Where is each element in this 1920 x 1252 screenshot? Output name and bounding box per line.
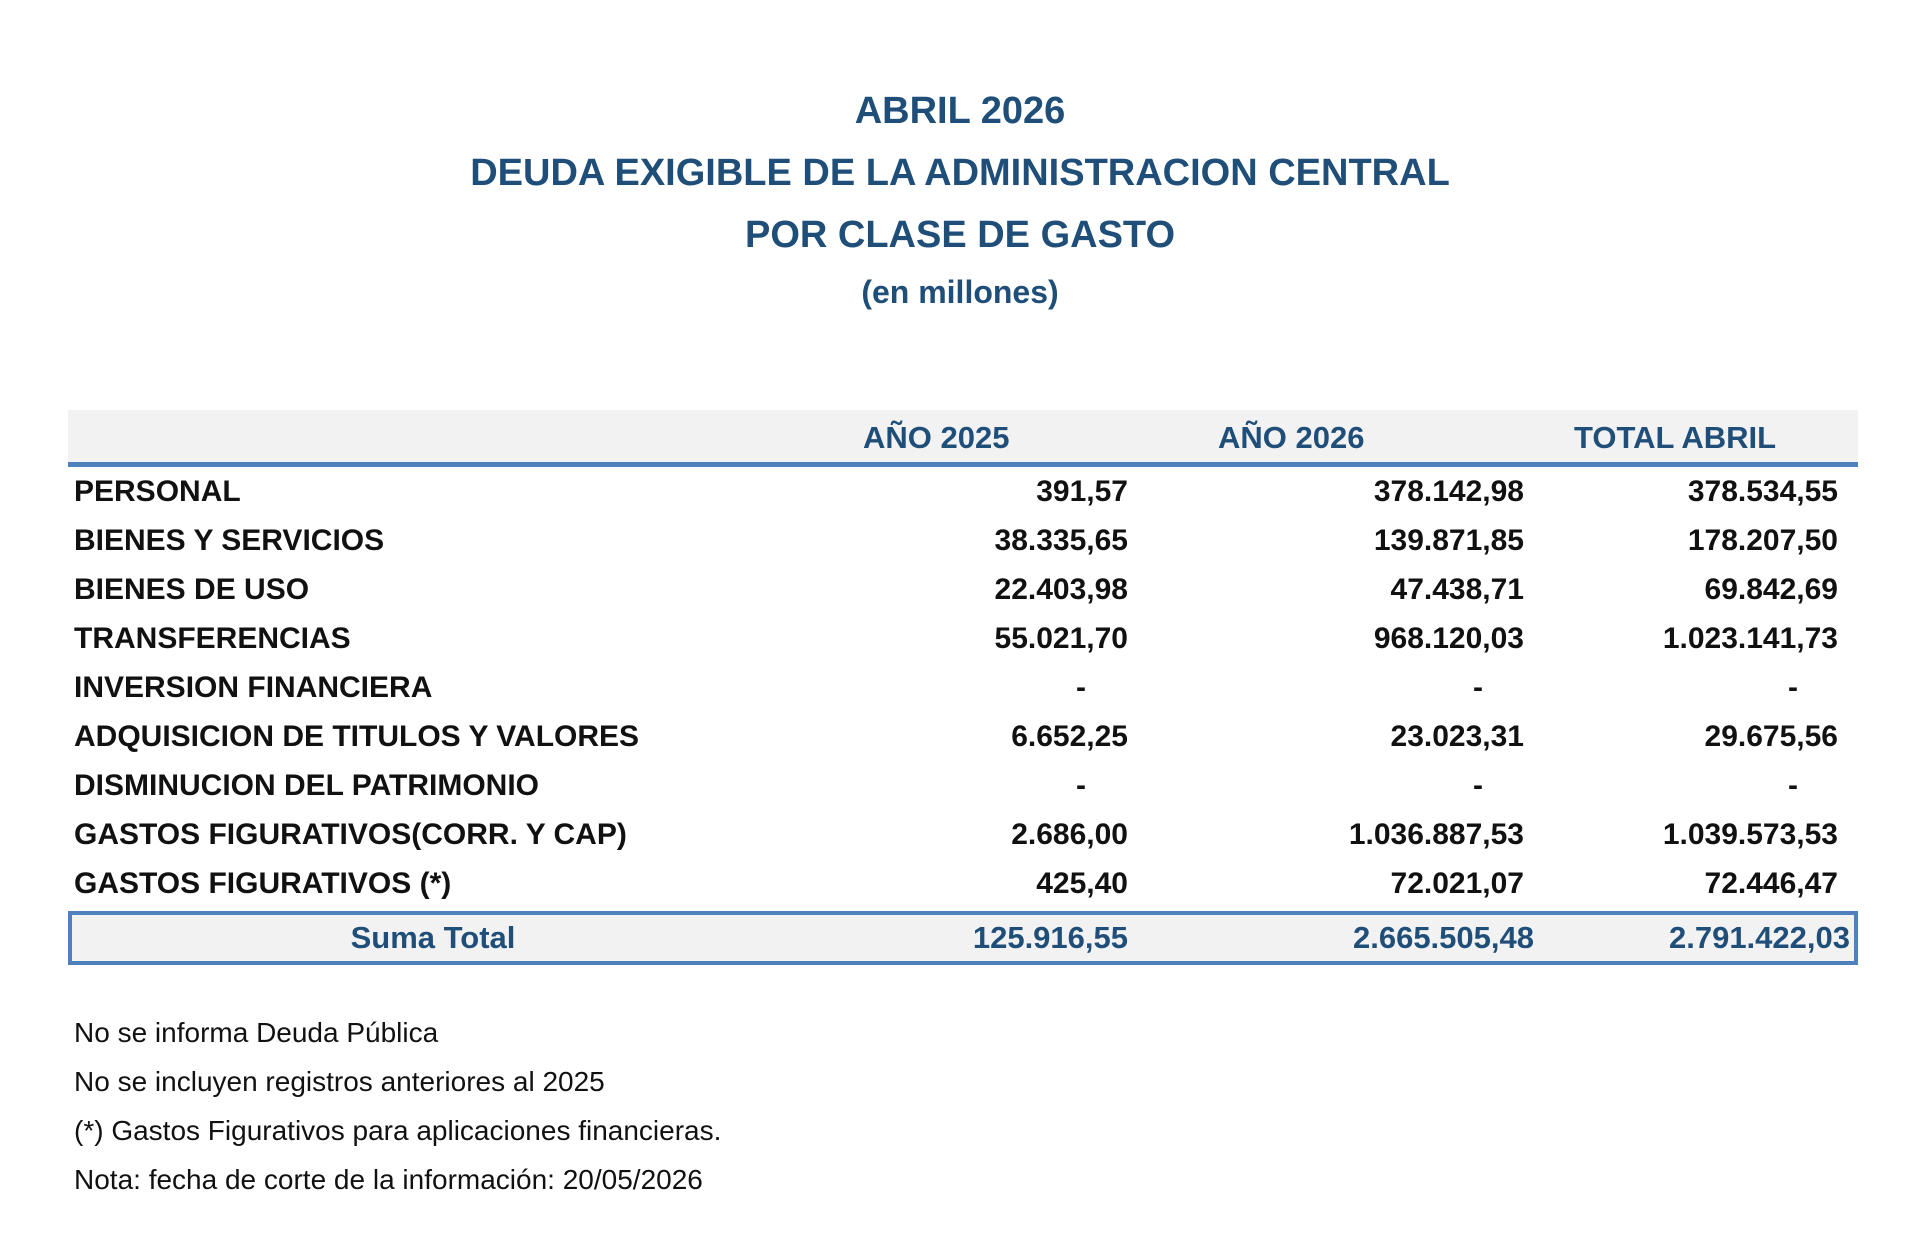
table-header-row: AÑO 2025 AÑO 2026 TOTAL ABRIL [68,410,1858,467]
total-2026: 2.665.505,48 [1352,920,1534,955]
cell-2025: 391,57 [1036,475,1128,508]
cell-2025: 38.335,65 [994,524,1128,557]
row-label: TRANSFERENCIAS [74,622,351,655]
report-title-sub: POR CLASE DE GASTO [744,214,1176,256]
footnote: No se incluyen registros anteriores al 2… [74,1066,605,1097]
footnotes: No se informa Deuda Pública No se incluy… [74,1008,721,1204]
report-title-units: (en millones) [861,274,1059,310]
table-row: GASTOS FIGURATIVOS(CORR. Y CAP) 2.686,00… [68,810,1858,859]
cell-total: 1.039.573,53 [1662,818,1838,851]
row-label: INVERSION FINANCIERA [74,671,433,704]
cell-2025: 22.403,98 [994,573,1128,606]
row-label: DISMINUCION DEL PATRIMONIO [74,769,539,802]
cell-2026: 1.036.887,53 [1348,818,1524,851]
row-label: BIENES Y SERVICIOS [74,524,385,557]
cell-2026: - [1473,769,1483,802]
report-title-block: ABRIL 2026 DEUDA EXIGIBLE DE LA ADMINIST… [0,80,1920,318]
row-label: GASTOS FIGURATIVOS (*) [74,867,452,900]
table-total-row: Suma Total 125.916,55 2.665.505,48 2.791… [68,911,1858,965]
footnote: Nota: fecha de corte de la información: … [74,1164,703,1195]
row-label: BIENES DE USO [74,573,310,606]
total-2025: 125.916,55 [972,920,1128,955]
cell-total: - [1788,671,1798,704]
table-row: DISMINUCION DEL PATRIMONIO - - - [68,761,1858,810]
cell-total: 378.534,55 [1687,475,1838,508]
cell-2026: 72.021,07 [1390,867,1524,900]
cell-2026: 23.023,31 [1390,720,1524,753]
cell-total: - [1788,769,1798,802]
cell-2026: 47.438,71 [1390,573,1524,606]
cell-2025: 55.021,70 [994,622,1128,655]
cell-total: 29.675,56 [1704,720,1838,753]
table-row: GASTOS FIGURATIVOS (*) 425,40 72.021,07 … [68,859,1858,908]
cell-2025: - [1076,769,1086,802]
table-row: BIENES Y SERVICIOS 38.335,65 139.871,85 … [68,516,1858,565]
table-row: BIENES DE USO 22.403,98 47.438,71 69.842… [68,565,1858,614]
cell-2025: - [1076,671,1086,704]
table-row: ADQUISICION DE TITULOS Y VALORES 6.652,2… [68,712,1858,761]
cell-total: 1.023.141,73 [1662,622,1838,655]
cell-2026: 139.871,85 [1373,524,1524,557]
table-row: INVERSION FINANCIERA - - - [68,663,1858,712]
header-year-2026: AÑO 2026 [1218,420,1365,455]
cell-2025: 6.652,25 [1011,720,1128,753]
row-label: ADQUISICION DE TITULOS Y VALORES [74,720,640,753]
row-label: GASTOS FIGURATIVOS(CORR. Y CAP) [74,818,627,851]
report-title-month: ABRIL 2026 [854,90,1066,132]
table-row: PERSONAL 391,57 378.142,98 378.534,55 [68,467,1858,516]
cell-2025: 2.686,00 [1011,818,1128,851]
footnote: (*) Gastos Figurativos para aplicaciones… [74,1115,722,1146]
cell-2026: 378.142,98 [1373,475,1524,508]
cell-2026: - [1473,671,1483,704]
total-abril: 2.791.422,03 [1668,920,1850,955]
header-year-2025: AÑO 2025 [863,420,1010,455]
cell-total: 72.446,47 [1704,867,1838,900]
cell-2025: 425,40 [1036,867,1128,900]
total-label: Suma Total [350,920,516,955]
table-row: TRANSFERENCIAS 55.021,70 968.120,03 1.02… [68,614,1858,663]
cell-total: 178.207,50 [1687,524,1838,557]
debt-table: AÑO 2025 AÑO 2026 TOTAL ABRIL PERSONAL 3… [68,410,1858,965]
footnote: No se informa Deuda Pública [74,1017,439,1048]
cell-2026: 968.120,03 [1373,622,1524,655]
header-total-abril: TOTAL ABRIL [1574,420,1777,455]
cell-total: 69.842,69 [1704,573,1838,606]
row-label: PERSONAL [74,475,241,508]
report-title-main: DEUDA EXIGIBLE DE LA ADMINISTRACION CENT… [470,152,1450,194]
